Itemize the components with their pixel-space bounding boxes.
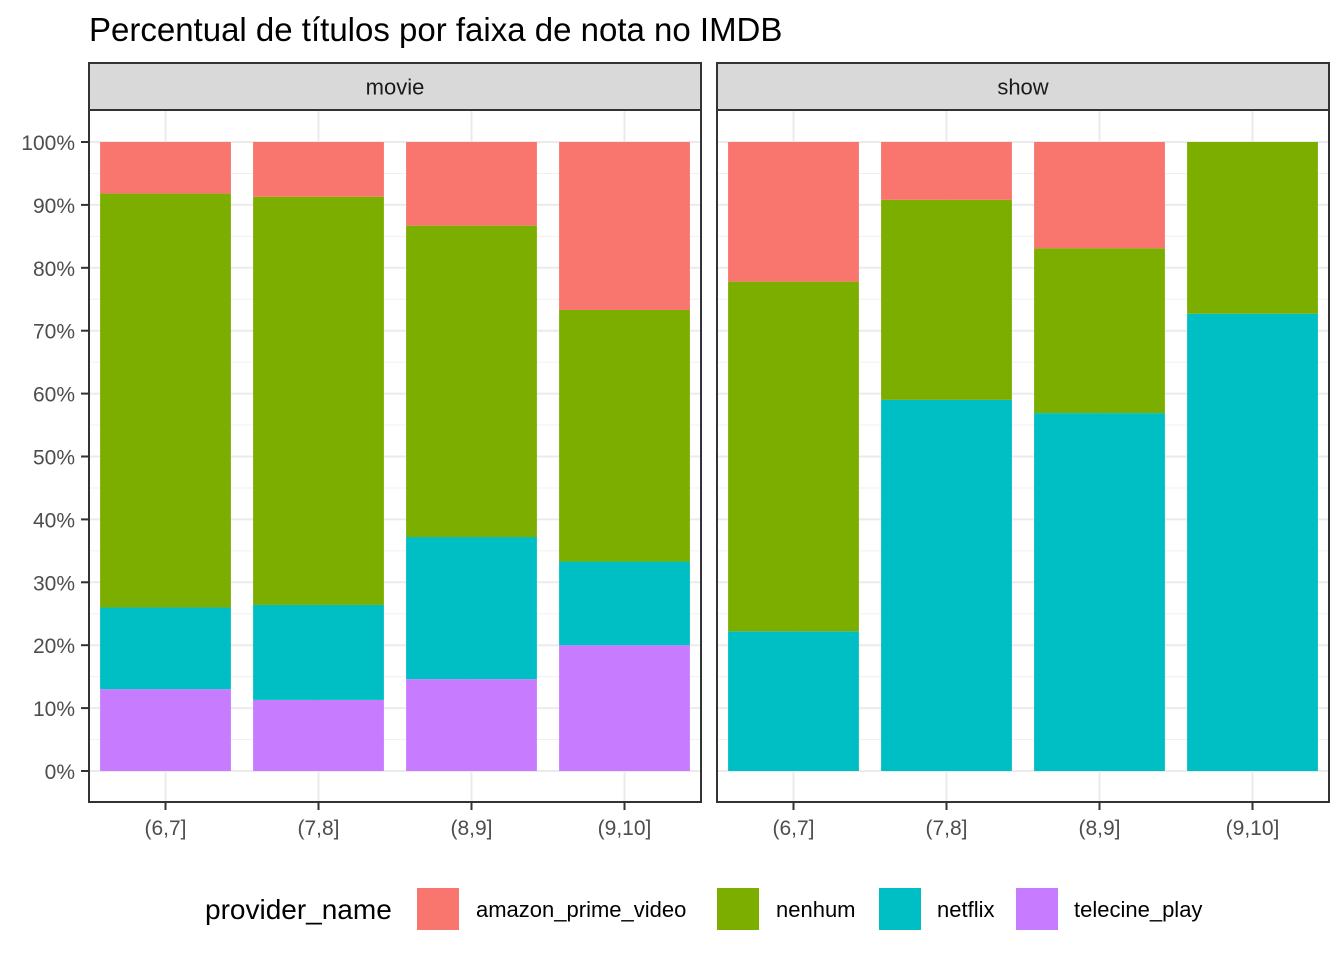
bar-segment-show-3-nenhum xyxy=(1034,248,1165,414)
bar-segment-show-1-nenhum xyxy=(728,281,859,632)
bar-segment-movie-4-telecine_play xyxy=(559,645,690,771)
x-tick-label: (8,9] xyxy=(450,817,492,840)
legend-key-nenhum xyxy=(717,888,759,930)
legend: provider_name amazon_prime_video nenhum net… xyxy=(205,888,1202,930)
panel-movie: movie (6,7] (7,8] (8,9] (9,10] xyxy=(88,62,702,840)
bar-segment-movie-3-netflix xyxy=(406,537,537,680)
x-tick-label: (6,7] xyxy=(772,817,814,840)
legend-title: provider_name xyxy=(205,894,392,925)
legend-label-telecine_play: telecine_play xyxy=(1074,897,1202,922)
chart-title: Percentual de títulos por faixa de nota … xyxy=(89,11,782,48)
bar-segment-movie-1-telecine_play xyxy=(100,689,231,771)
bar-segment-movie-2-nenhum xyxy=(253,196,384,605)
bar-segment-show-2-nenhum xyxy=(881,199,1012,400)
y-tick-label: 20% xyxy=(33,635,75,658)
legend-label-nenhum: nenhum xyxy=(776,897,856,922)
y-tick-label: 60% xyxy=(33,384,75,407)
y-tick-label: 50% xyxy=(33,447,75,470)
bar-segment-show-4-nenhum xyxy=(1187,142,1318,314)
bar-segment-show-1-amazon_prime_video xyxy=(728,142,859,282)
x-tick-label: (7,8] xyxy=(297,817,339,840)
bar-segment-show-2-amazon_prime_video xyxy=(881,142,1012,200)
bar-segment-show-4-netflix xyxy=(1187,313,1318,771)
legend-key-amazon_prime_video xyxy=(417,888,459,930)
bar-segment-movie-4-nenhum xyxy=(559,309,690,562)
bar-segment-show-3-netflix xyxy=(1034,413,1165,771)
chart-panels: movie (6,7] (7,8] (8,9] (9,10] show (6,7] (7,8]… xyxy=(88,62,1330,840)
bar-segment-movie-3-nenhum xyxy=(406,225,537,538)
bar-segment-movie-2-amazon_prime_video xyxy=(253,142,384,197)
bar-segment-show-2-netflix xyxy=(881,399,1012,771)
bar-segment-movie-1-nenhum xyxy=(100,193,231,608)
y-tick-label: 70% xyxy=(33,321,75,344)
bar-segment-show-3-amazon_prime_video xyxy=(1034,142,1165,249)
bar-segment-movie-1-amazon_prime_video xyxy=(100,142,231,194)
y-axis: 0% 10% 20% 30% 40% 50% 60% 70% 80% 90% 100% xyxy=(21,132,89,784)
legend-label-amazon_prime_video: amazon_prime_video xyxy=(476,897,686,922)
bar-segment-movie-1-netflix xyxy=(100,607,231,690)
y-tick-label: 80% xyxy=(33,258,75,281)
bar-segment-show-1-netflix xyxy=(728,631,859,771)
x-tick-label: (9,10] xyxy=(598,817,652,840)
bar-segment-movie-2-telecine_play xyxy=(253,699,384,771)
strip-show xyxy=(716,62,1330,111)
bar-segment-movie-2-netflix xyxy=(253,604,384,700)
y-tick-label: 40% xyxy=(33,509,75,532)
y-tick-label: 30% xyxy=(33,572,75,595)
strip-label: show xyxy=(997,75,1048,100)
x-tick-label: (8,9] xyxy=(1078,817,1120,840)
y-tick-label: 10% xyxy=(33,698,75,721)
y-tick-label: 0% xyxy=(45,761,75,784)
x-tick-label: (6,7] xyxy=(144,817,186,840)
strip-label: movie xyxy=(366,75,425,100)
panel-show: show (6,7] (7,8] (8,9] (9,10] xyxy=(716,62,1330,840)
y-tick-label: 90% xyxy=(33,195,75,218)
legend-label-netflix: netflix xyxy=(937,897,994,922)
y-tick-label: 100% xyxy=(21,132,75,155)
legend-key-netflix xyxy=(879,888,921,930)
x-tick-label: (7,8] xyxy=(925,817,967,840)
x-tick-label: (9,10] xyxy=(1226,817,1280,840)
bar-segment-movie-4-netflix xyxy=(559,561,690,646)
bar-segment-movie-4-amazon_prime_video xyxy=(559,142,690,310)
bar-segment-movie-3-telecine_play xyxy=(406,679,537,771)
legend-key-telecine_play xyxy=(1016,888,1058,930)
strip-movie xyxy=(88,62,702,111)
bar-segment-movie-3-amazon_prime_video xyxy=(406,142,537,226)
